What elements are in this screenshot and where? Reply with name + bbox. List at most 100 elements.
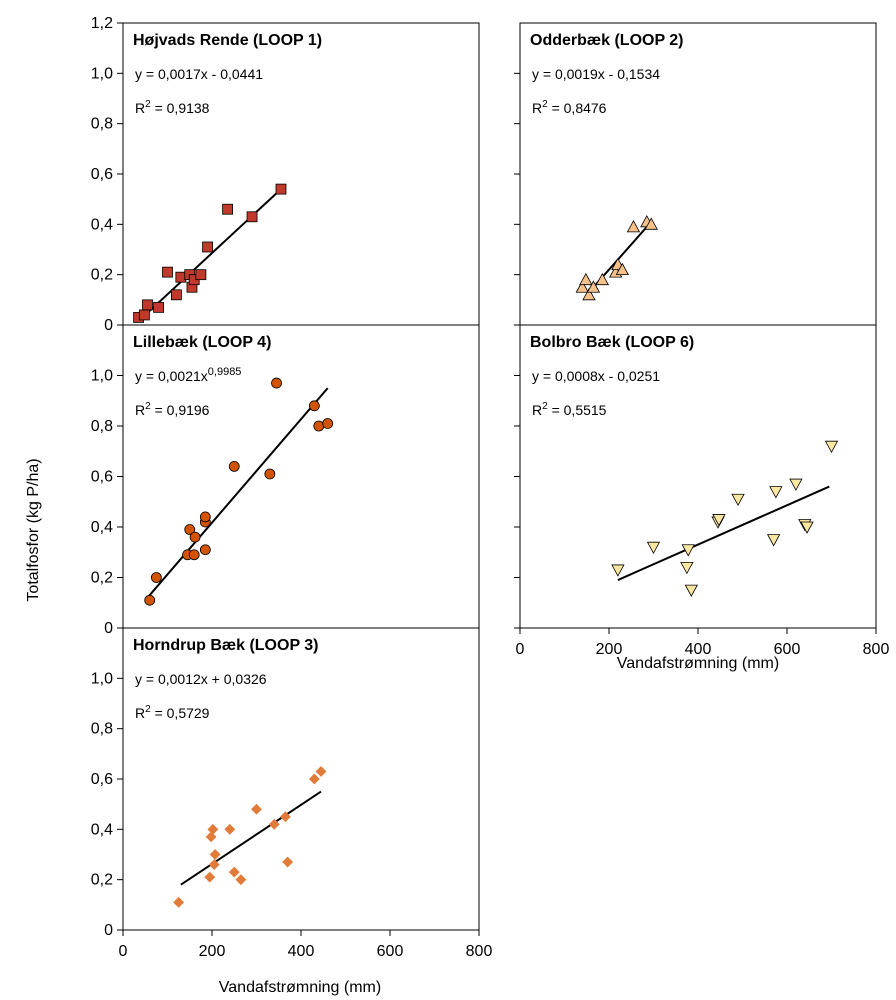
r-squared: R2 = 0,9138	[135, 99, 210, 116]
r-squared-exponent: 2	[542, 401, 548, 412]
data-point	[153, 301, 165, 313]
data-point	[611, 564, 625, 577]
data-point	[731, 493, 745, 507]
data-point	[251, 803, 262, 815]
y-tick-label: 1,0	[91, 368, 113, 385]
r-squared: R2 = 0,5729	[135, 704, 210, 721]
x-axis-title-left: Vandafstrømning (mm)	[219, 979, 381, 996]
data-point	[646, 541, 661, 555]
r-squared: R2 = 0,5515	[532, 401, 607, 418]
data-point	[228, 866, 240, 878]
y-tick-label: 0	[104, 317, 113, 334]
data-point	[712, 514, 726, 527]
x-tick-label: 200	[596, 641, 623, 658]
data-point	[684, 584, 698, 597]
data-point	[322, 418, 334, 429]
x-axis-title-right: Vandafstrømning (mm)	[617, 655, 779, 672]
y-tick-label: 0,8	[91, 721, 113, 738]
r-squared-value: = 0,5515	[548, 402, 607, 418]
panel-title: Højvads Rende (LOOP 1)	[133, 32, 322, 49]
regression-equation: y = 0,0017x - 0,0441	[135, 66, 263, 82]
trend-line	[180, 790, 322, 886]
y-tick-label: 1,2	[91, 15, 113, 32]
y-tick-label: 0	[104, 620, 113, 637]
data-point	[681, 544, 695, 557]
data-point	[189, 531, 201, 543]
data-point	[162, 266, 173, 278]
data-point	[205, 831, 217, 843]
data-point	[313, 420, 325, 432]
data-point	[579, 272, 593, 286]
x-tick-label: 800	[863, 641, 890, 658]
data-point	[800, 521, 814, 534]
data-point	[615, 262, 630, 276]
data-point	[264, 468, 276, 480]
data-point	[224, 823, 236, 835]
data-point	[308, 400, 320, 412]
r-squared: R2 = 0,9196	[135, 401, 210, 418]
data-point	[199, 511, 211, 523]
data-point	[271, 377, 282, 389]
data-point	[769, 486, 783, 499]
data-point	[202, 241, 213, 253]
data-point	[208, 859, 220, 870]
x-tick-label: 400	[685, 641, 712, 658]
y-tick-label: 1,0	[91, 65, 113, 82]
data-point	[228, 460, 240, 472]
data-point	[595, 272, 609, 286]
data-point	[789, 478, 803, 491]
y-tick-label: 0,8	[91, 116, 113, 133]
y-tick-label: 0,6	[91, 166, 113, 183]
data-point	[824, 440, 839, 454]
y-tick-label: 0,6	[91, 771, 113, 788]
data-point	[280, 811, 291, 823]
panel-loop3: 0 0,2 0,4 0,6 0,8 1,0 0 200 400 600 800 Horndrup Bæ…	[91, 627, 492, 960]
y-tick-label: 0,2	[91, 570, 113, 587]
x-tick-label: 400	[288, 943, 315, 960]
trend-line	[617, 485, 830, 581]
x-tick-label: 600	[774, 641, 801, 658]
data-point	[222, 203, 233, 215]
r-squared-value: = 0,5729	[151, 705, 210, 721]
y-tick-label: 0,2	[91, 267, 113, 284]
panel-title: Odderbæk (LOOP 2)	[530, 32, 684, 49]
data-point	[142, 299, 153, 311]
data-point	[246, 211, 258, 223]
panel-loop4: 0 0,2 0,4 0,6 0,8 1,0 Lillebæk (LOOP 4) y = 0,0…	[91, 324, 480, 637]
data-point	[575, 280, 589, 293]
data-point	[195, 269, 207, 281]
data-point	[204, 871, 216, 883]
data-point	[582, 287, 596, 301]
panel-title: Horndrup Bæk (LOOP 3)	[133, 637, 319, 654]
r-squared-symbol: R	[135, 402, 145, 418]
regression-equation: y = 0,0008x - 0,0251	[532, 368, 660, 384]
data-point	[184, 524, 196, 535]
y-tick-label: 0,4	[91, 821, 113, 838]
data-point	[173, 896, 185, 908]
panel-loop2: Odderbæk (LOOP 2) y = 0,0019x - 0,1534 R2 …	[514, 22, 877, 326]
y-tick-label: 0,6	[91, 469, 113, 486]
data-point	[644, 217, 658, 230]
r-squared-exponent: 2	[145, 99, 151, 110]
data-point	[586, 280, 601, 293]
x-tick-label: 600	[377, 943, 404, 960]
y-axis-title: Totalfosfor (kg P/ha)	[25, 458, 42, 601]
y-tick-label: 0,2	[91, 872, 113, 889]
trend-line	[146, 387, 329, 599]
r-squared-value: = 0,9138	[151, 100, 210, 116]
regression-equation: y = 0,0012x + 0,0326	[135, 671, 267, 687]
r-squared: R2 = 0,8476	[532, 99, 607, 116]
data-point	[188, 549, 200, 561]
data-point	[138, 309, 150, 321]
data-point	[766, 534, 781, 547]
r-squared-symbol: R	[135, 100, 145, 116]
r-squared-symbol: R	[532, 100, 542, 116]
regression-equation: y = 0,0021x0,9985	[135, 366, 241, 384]
y-tick-label: 0,4	[91, 519, 113, 536]
y-tick-label: 0,4	[91, 216, 113, 233]
data-point	[170, 289, 182, 301]
data-point	[150, 572, 162, 583]
data-point	[308, 773, 320, 785]
data-point	[144, 594, 156, 606]
